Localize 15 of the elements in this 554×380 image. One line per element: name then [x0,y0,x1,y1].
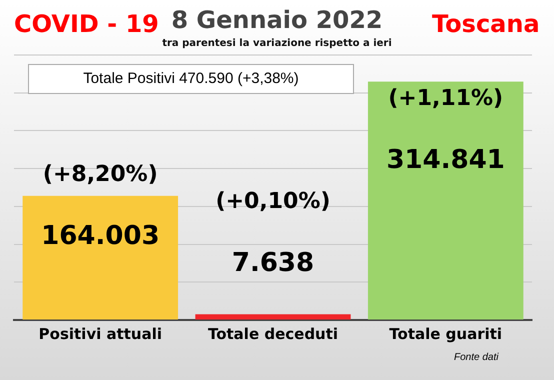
annotation: (+8,20%) [42,162,158,187]
text-box: Totale Positivi 470.590 (+3,38%) [28,64,354,94]
annotation: (+0,10%) [216,188,330,214]
text: COVID - 19 [14,10,159,38]
x-tick-label: Totale deceduti [208,324,338,343]
x-tick-label: Positivi attuali [38,324,162,343]
text: Toscana [432,10,540,38]
data-label: 164.003 [41,220,160,251]
source-note: Fonte dati [454,352,498,363]
data-label: 7.638 [232,248,314,278]
data-label: 314.841 [386,144,505,175]
chart-subtitle: tra parentesi la variazione rispetto a ieri [161,38,393,49]
annotation: (+1,11%) [388,86,504,111]
x-tick-label: Totale guariti [389,324,502,343]
chart-title: 8 Gennaio 2022 [171,6,383,34]
